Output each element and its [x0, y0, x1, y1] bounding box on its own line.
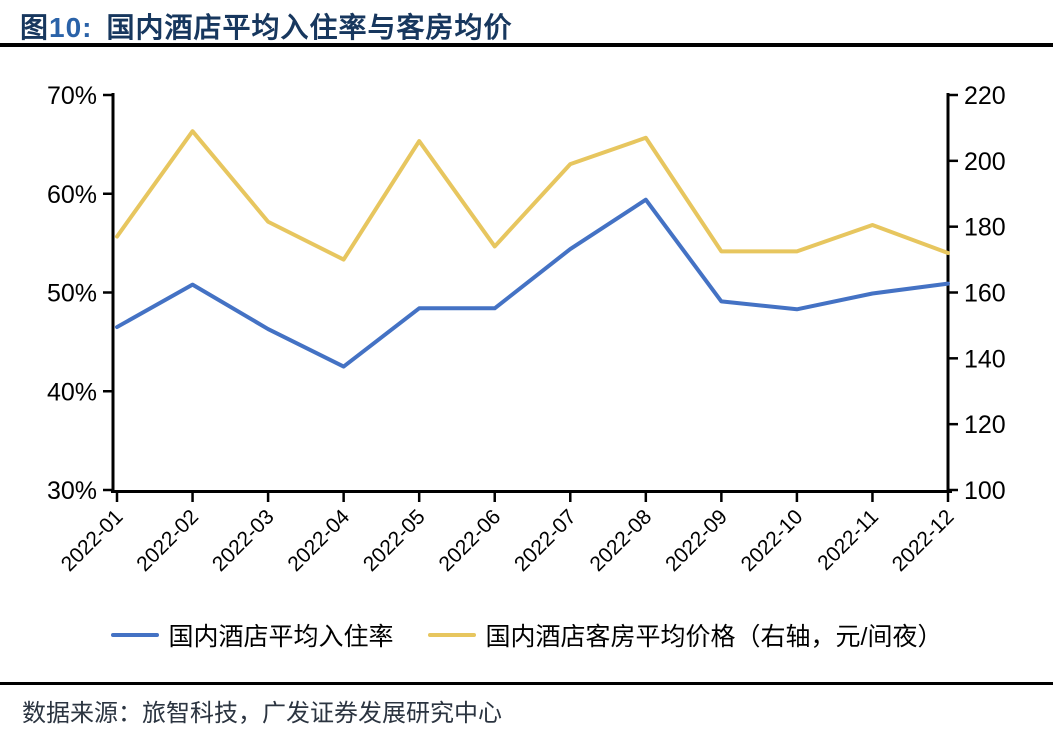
x-axis-tick-label: 2022-06: [434, 505, 505, 576]
left-axis-tick-label: 40%: [47, 378, 97, 406]
chart-area: 70% 60% 50% 40% 30% 220 200 180 160 140 120 100 2022…: [47, 82, 1006, 576]
x-axis-tick-label: 2022-03: [208, 505, 279, 576]
blue-line-swatch: [110, 633, 159, 637]
x-axis-tick-label: 2022-08: [586, 505, 657, 576]
x-axis-tick-label: 2022-04: [283, 505, 354, 576]
legend-item-price: 国内酒店客房平均价格（右轴，元/间夜）: [427, 617, 943, 653]
x-axis-tick-label: 2022-11: [813, 505, 883, 575]
chart-legend: 国内酒店平均入住率 国内酒店客房平均价格（右轴，元/间夜）: [0, 617, 1053, 653]
data-source-text: 数据来源：旅智科技，广发证券发展研究中心: [22, 700, 502, 727]
right-axis-tick-label: 200: [964, 148, 1006, 176]
yellow-line-swatch: [427, 633, 476, 637]
x-axis-tick-label: 2022-02: [132, 505, 203, 576]
figure-header: 图10: 国内酒店平均入住率与客房均价: [20, 6, 513, 46]
right-axis-tick-label: 220: [964, 82, 1006, 110]
x-axis-tick-label: 2022-12: [888, 505, 959, 576]
left-axis-tick-label: 50%: [47, 280, 97, 308]
right-axis-tick-label: 100: [964, 477, 1006, 505]
left-axis-tick-label: 70%: [47, 82, 97, 110]
series-line-price: [115, 129, 950, 262]
left-axis-tick-label: 30%: [47, 477, 97, 505]
x-axis-tick-label: 2022-01: [57, 505, 128, 576]
right-axis-tick-label: 120: [964, 411, 1006, 439]
figure-prefix: 图: [20, 12, 50, 43]
x-axis-tick-label: 2022-05: [359, 505, 430, 576]
figure-number: 10:: [49, 12, 93, 43]
x-axis-tick-label: 2022-10: [737, 505, 808, 576]
legend-label-price: 国内酒店客房平均价格（右轴，元/间夜）: [485, 623, 943, 651]
x-axis-tick-label: 2022-07: [510, 505, 581, 576]
right-axis-tick-label: 180: [964, 214, 1006, 242]
series-line-occupancy: [115, 197, 950, 369]
legend-label-occupancy: 国内酒店平均入住率: [168, 623, 394, 651]
left-axis-tick-label: 60%: [47, 181, 97, 209]
title-rule: [0, 43, 1053, 47]
x-axis-tick-label: 2022-09: [661, 505, 732, 576]
chart-canvas: 70%60%50%40%30%2202001801601401201002022…: [47, 82, 1006, 576]
footer-rule: [0, 682, 1053, 685]
page-title: 国内酒店平均入住率与客房均价: [106, 12, 513, 43]
right-axis-tick-label: 140: [964, 345, 1006, 373]
right-axis-tick-label: 160: [964, 280, 1006, 308]
legend-item-occupancy: 国内酒店平均入住率: [110, 617, 394, 653]
